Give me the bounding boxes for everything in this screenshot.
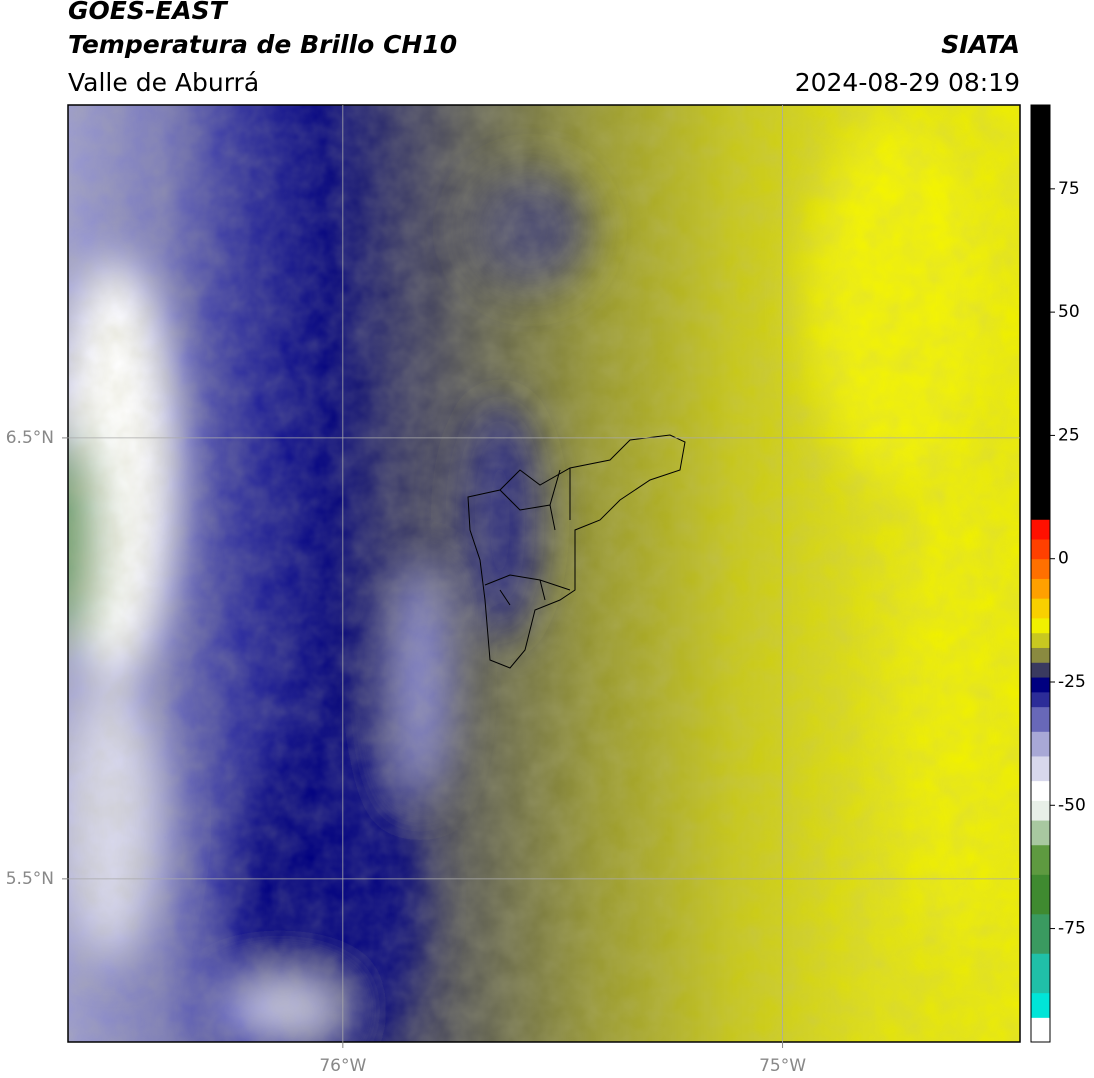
colorbar-segment [1031,578,1050,599]
timestamp: 2024-08-29 08:19 [795,68,1020,97]
colorbar-segment [1031,677,1050,693]
colorbar-segment [1031,105,1050,520]
map-frame [67,104,1021,1043]
colorbar-segment [1031,780,1050,801]
colorbar-segment [1031,992,1050,1018]
colorbar-tick-label: -25 [1058,672,1086,692]
colorbar-tick-label: 75 [1058,179,1080,199]
colorbar-segment [1031,820,1050,846]
colorbar-tick-label: -50 [1058,795,1086,815]
colorbar-tick-label: 25 [1058,425,1080,445]
colorbar-segment [1031,519,1050,540]
source: SIATA [941,30,1020,59]
colorbar-tick-label: 50 [1058,302,1080,322]
colorbar-segment [1031,844,1050,875]
y-tick-label: 6.5°N [6,428,54,448]
x-tick-label: 76°W [319,1056,366,1076]
colorbar-segment [1031,558,1050,579]
colorbar-segment [1031,953,1050,994]
colorbar-segment [1031,662,1050,678]
colorbar-tick-label: 0 [1058,549,1069,569]
satellite-image [68,105,1020,1042]
colorbar-segment [1031,647,1050,663]
title: GOES-EAST [68,0,229,25]
colorbar-segment [1031,617,1050,634]
subtitle: Temperatura de Brillo CH10 [68,30,457,59]
colorbar-tick-label: -75 [1058,919,1086,939]
basin-outline [467,434,686,669]
colorbar-segment [1031,731,1050,757]
colorbar-segment [1031,800,1050,821]
y-tick-label: 5.5°N [6,869,54,889]
colorbar-frame [1030,104,1051,1043]
colorbar-segment [1031,632,1050,648]
colorbar-segment [1031,1017,1050,1043]
colorbar-segment [1031,598,1050,619]
colorbar-segment [1031,913,1050,954]
colorbar-segment [1031,874,1050,915]
region: Valle de Aburrá [68,68,259,97]
x-tick-label: 75°W [759,1056,806,1076]
colorbar-segment [1031,538,1050,560]
colorbar-segment [1031,755,1050,782]
colorbar-segment [1031,691,1050,708]
colorbar-segment [1031,706,1050,732]
